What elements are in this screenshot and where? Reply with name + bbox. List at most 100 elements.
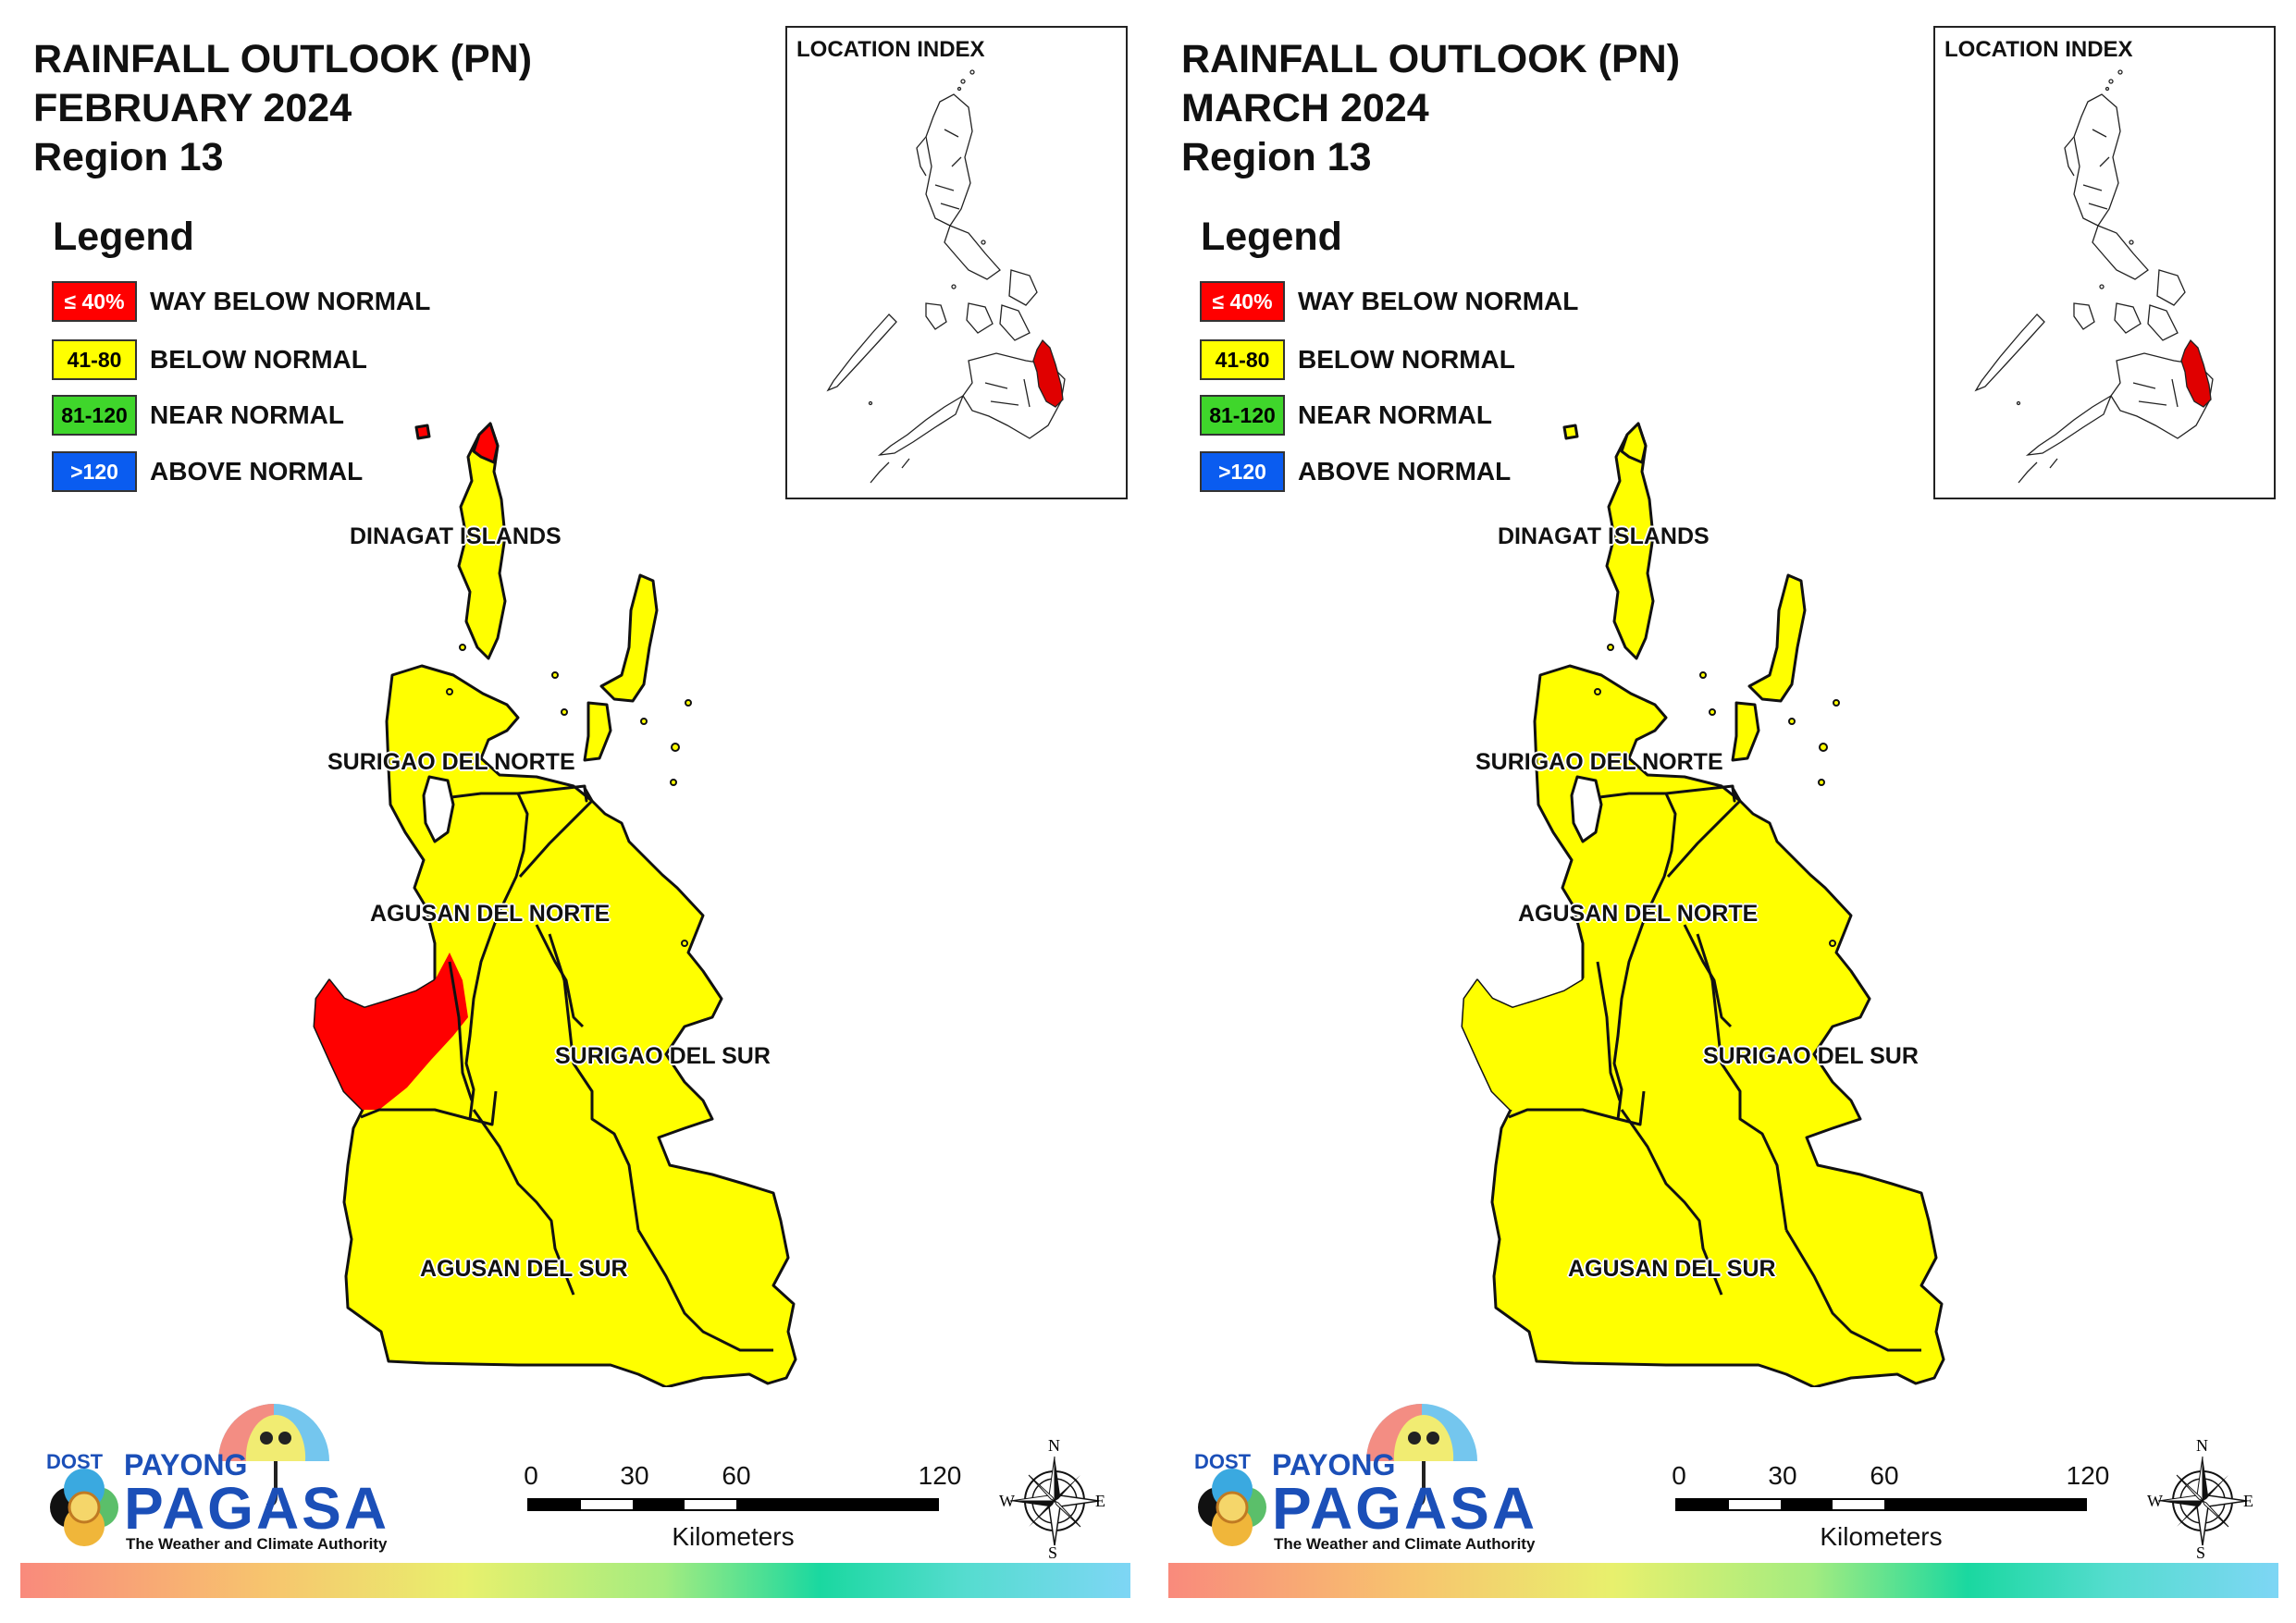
logo-graphic (50, 1404, 329, 1546)
location-index: LOCATION INDEX (1933, 26, 2276, 499)
legend-label: ABOVE NORMAL (150, 457, 364, 486)
logo-dost: DOST (1194, 1450, 1252, 1473)
logo-payong: PAYONG (124, 1448, 248, 1482)
islets (1594, 644, 1840, 947)
logo-payong: PAYONG (1272, 1448, 1396, 1482)
outlook-panel-february: RAINFALL OUTLOOK (PN) FEBRUARY 2024 Regi… (20, 26, 1130, 1598)
legend-swatch: 41-80 (52, 339, 137, 380)
lake-mainit-shape (1570, 775, 1603, 843)
legend-title: Legend (53, 215, 194, 259)
region-13-map (1461, 422, 1945, 1387)
scale-tick: 60 (722, 1461, 751, 1490)
title-line-2: MARCH 2024 (1181, 86, 1429, 130)
legend-label: ABOVE NORMAL (1298, 457, 1512, 486)
west-way-below-area (1463, 953, 1616, 1110)
province-boundaries (360, 784, 773, 1352)
legend-swatch: ≤ 40% (1200, 281, 1285, 322)
scale-tick: 60 (1870, 1461, 1899, 1490)
province-boundaries (1508, 784, 1921, 1352)
compass-rose-icon (1009, 1456, 1100, 1546)
payong-pagasa-logo: DOST PAYONG PAGASA The Weather and Clima… (33, 1387, 394, 1563)
lake-mainit-shape (422, 775, 455, 843)
scale-bar: 0 30 60 120 Kilometers (1672, 1461, 2109, 1563)
mainland-shape (1461, 664, 1945, 1387)
compass-rose-icon (2157, 1456, 2248, 1546)
outlook-panel-march: RAINFALL OUTLOOK (PN) MARCH 2024 Region … (1148, 0, 2296, 1623)
scale-bar-graphic (527, 1498, 939, 1511)
dinagat-islands-shape (1605, 422, 1655, 660)
bucas-grande-shape (1731, 701, 1760, 762)
legend-swatch: 41-80 (1200, 339, 1285, 380)
title-line-3: Region 13 (1181, 135, 1372, 179)
label-surigao-del-norte: SURIGAO DEL NORTE (1475, 749, 1723, 775)
location-index-title: LOCATION INDEX (1944, 37, 2133, 62)
bucas-grande-shape (583, 701, 612, 762)
label-dinagat-islands: DINAGAT ISLANDS (350, 523, 562, 549)
islet (414, 424, 431, 440)
scale-unit: Kilometers (672, 1522, 795, 1551)
gradient-strip (20, 1563, 1130, 1598)
compass-s: S (1048, 1543, 1058, 1562)
philippines-index-map (826, 69, 1066, 484)
legend-item-above: >120 ABOVE NORMAL (52, 450, 363, 493)
legend-label: WAY BELOW NORMAL (1298, 287, 1579, 315)
scale-segments (529, 1500, 937, 1509)
mainland-shape (313, 664, 797, 1387)
logo-dost: DOST (46, 1450, 104, 1473)
compass-e: E (1095, 1492, 1105, 1510)
scale-unit: Kilometers (1820, 1522, 1943, 1551)
legend-item-near: 81-120 NEAR NORMAL (52, 394, 344, 436)
dinagat-islands-shape (457, 422, 507, 660)
legend-item-way-below: ≤ 40% WAY BELOW NORMAL (1200, 280, 1578, 323)
logo-graphic (1198, 1404, 1477, 1546)
title-line-1: RAINFALL OUTLOOK (PN) (33, 37, 533, 81)
legend-swatch: >120 (1200, 451, 1285, 492)
logo-tagline: The Weather and Climate Authority (126, 1535, 388, 1553)
label-agusan-del-sur: AGUSAN DEL SUR (1568, 1256, 1776, 1282)
legend-label: WAY BELOW NORMAL (150, 287, 431, 315)
map-title: RAINFALL OUTLOOK (PN) MARCH 2024 Region … (1181, 35, 1680, 182)
scale-tick: 30 (1768, 1461, 1797, 1490)
region-13-highlight (2180, 338, 2212, 408)
label-surigao-del-sur: SURIGAO DEL SUR (555, 1043, 771, 1069)
legend-label: NEAR NORMAL (1298, 400, 1492, 429)
title-line-3: Region 13 (33, 135, 224, 179)
philippines-index-map (1974, 69, 2214, 484)
map-title: RAINFALL OUTLOOK (PN) FEBRUARY 2024 Regi… (33, 35, 532, 182)
legend-swatch: ≤ 40% (52, 281, 137, 322)
scale-tick: 0 (1672, 1461, 1686, 1490)
siargao-island-shape (599, 573, 659, 703)
islets (446, 644, 692, 947)
compass-w: W (2147, 1492, 2163, 1510)
scale-bar-graphic (1675, 1498, 2087, 1511)
north-arrow-icon: N S E W (999, 1436, 1110, 1563)
legend-label: BELOW NORMAL (1298, 345, 1515, 374)
label-agusan-del-norte: AGUSAN DEL NORTE (1518, 901, 1759, 927)
logo-tagline: The Weather and Climate Authority (1274, 1535, 1536, 1553)
siargao-island-shape (1747, 573, 1807, 703)
region-13-map (313, 422, 797, 1387)
legend-swatch: 81-120 (1200, 395, 1285, 436)
logo-pagasa: PAGASA (124, 1475, 390, 1542)
location-index-title: LOCATION INDEX (796, 37, 985, 62)
label-agusan-del-norte: AGUSAN DEL NORTE (370, 901, 611, 927)
compass-n: N (1048, 1436, 1060, 1455)
legend-title: Legend (1201, 215, 1342, 259)
label-surigao-del-norte: SURIGAO DEL NORTE (327, 749, 575, 775)
label-agusan-del-sur: AGUSAN DEL SUR (420, 1256, 628, 1282)
legend-item-above: >120 ABOVE NORMAL (1200, 450, 1511, 493)
legend-item-below: 41-80 BELOW NORMAL (52, 338, 367, 381)
title-line-2: FEBRUARY 2024 (33, 86, 352, 130)
islet (1562, 424, 1579, 440)
legend-swatch: 81-120 (52, 395, 137, 436)
north-arrow-icon: N S E W (2147, 1436, 2258, 1563)
dinagat-north-tip (1620, 422, 1648, 464)
label-surigao-del-sur: SURIGAO DEL SUR (1703, 1043, 1919, 1069)
legend-item-near: 81-120 NEAR NORMAL (1200, 394, 1492, 436)
location-index: LOCATION INDEX (785, 26, 1128, 499)
title-line-1: RAINFALL OUTLOOK (PN) (1181, 37, 1681, 81)
label-dinagat-islands: DINAGAT ISLANDS (1498, 523, 1710, 549)
legend-item-below: 41-80 BELOW NORMAL (1200, 338, 1515, 381)
legend-label: NEAR NORMAL (150, 400, 344, 429)
compass-w: W (999, 1492, 1015, 1510)
